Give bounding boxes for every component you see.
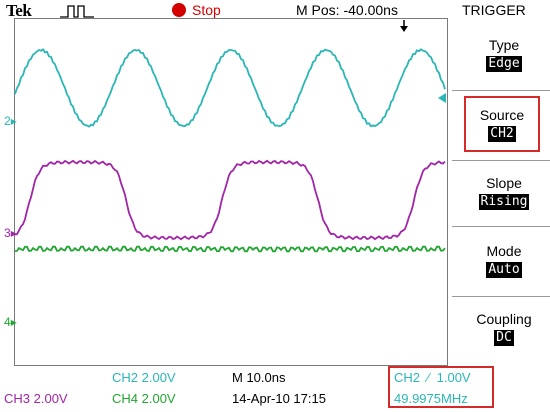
menu-slope[interactable]: Slope Rising <box>478 175 530 210</box>
timebase: M 10.0ns <box>232 370 286 385</box>
ch3-waveform <box>14 159 446 241</box>
menu-source[interactable]: Source CH2 <box>464 96 540 152</box>
trigger-level: CH2 ∕ 1.00V <box>394 370 471 385</box>
acquisition-state: Stop <box>192 2 221 18</box>
trigger-frequency: 49.9975MHz <box>394 391 468 406</box>
date-time: 14-Apr-10 17:15 <box>232 391 326 406</box>
horizontal-position: M Pos: -40.00ns <box>296 2 398 18</box>
trigger-position-marker <box>400 26 408 32</box>
ch2-scale: CH2 2.00V <box>112 370 176 385</box>
menu-source-value: CH2 <box>488 126 516 142</box>
menu-mode-value: Auto <box>486 262 522 278</box>
ch4-ground-marker: 4▸ <box>4 315 17 329</box>
menu-type-value: Edge <box>486 56 522 72</box>
ch4-scale: CH4 2.00V <box>112 391 176 406</box>
stop-icon <box>172 3 186 17</box>
ch4-waveform <box>14 245 446 253</box>
brand-logo: Tek <box>6 1 32 20</box>
status-bar: Tek Stop M Pos: -40.00ns TRIGGER <box>0 0 550 22</box>
trigger-level-marker <box>438 93 446 103</box>
ch2-ground-marker: 2▸ <box>4 114 17 128</box>
ch3-scale: CH3 2.00V <box>4 391 68 406</box>
menu-coupling-value: DC <box>494 330 514 346</box>
menu-title: TRIGGER <box>462 2 526 18</box>
trigger-readout-box <box>388 366 494 408</box>
ch3-ground-marker: 3▸ <box>4 226 17 240</box>
menu-coupling[interactable]: Coupling DC <box>476 311 532 346</box>
ch2-waveform <box>14 48 446 128</box>
menu-type[interactable]: Type Edge <box>486 37 522 72</box>
menu-slope-value: Rising <box>478 194 530 210</box>
trigger-pulse-icon <box>60 5 94 18</box>
graticule <box>14 18 448 366</box>
menu-mode[interactable]: Mode Auto <box>486 243 522 278</box>
